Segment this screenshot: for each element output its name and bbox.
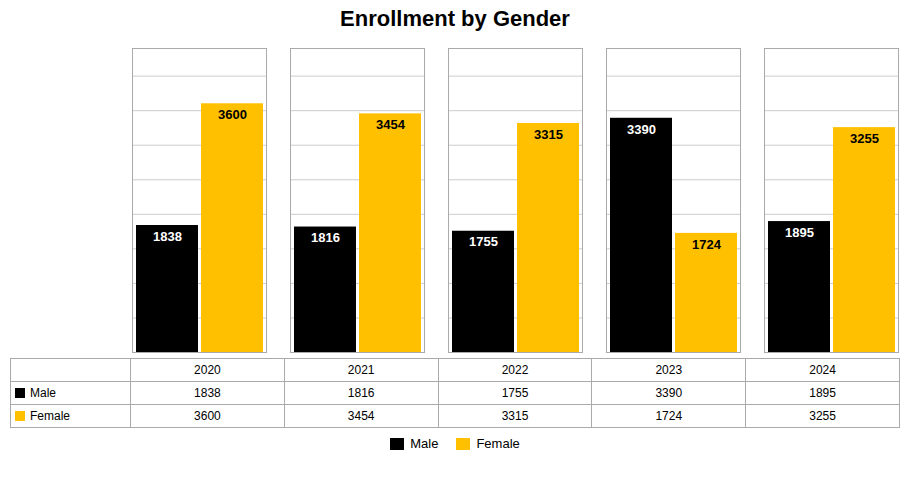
svg-text:1838: 1838 <box>153 229 182 244</box>
html-text:Female: Female <box>30 409 70 423</box>
html-text:1724: 1724 <box>655 409 683 423</box>
svg-text:3390: 3390 <box>627 122 656 137</box>
svg-text:3255: 3255 <box>850 131 879 146</box>
html-text:2023: 2023 <box>655 363 683 377</box>
html-text:1755: 1755 <box>501 386 529 400</box>
html-text:Enrollment by Gender: Enrollment by Gender <box>340 6 570 31</box>
svg-text:3600: 3600 <box>218 107 247 122</box>
html-text:2024: 2024 <box>809 363 836 377</box>
svg-text:1895: 1895 <box>785 225 814 240</box>
svg-text:1724: 1724 <box>692 237 722 252</box>
svg-text:3315: 3315 <box>534 127 563 142</box>
html-text:1838: 1838 <box>194 386 221 400</box>
html-text:2021: 2021 <box>347 363 375 377</box>
html-text:3600: 3600 <box>194 409 221 423</box>
html-text:Female: Female <box>476 436 520 451</box>
html-text:3454: 3454 <box>347 409 375 423</box>
svg-text:1816: 1816 <box>311 230 340 245</box>
html-text:2020: 2020 <box>194 363 221 377</box>
html-text:Male: Male <box>410 436 439 451</box>
html-text:Male: Male <box>30 386 56 400</box>
html-text:1895: 1895 <box>809 386 836 400</box>
svg-text:3454: 3454 <box>376 117 406 132</box>
html-text:3315: 3315 <box>501 409 529 423</box>
html-text:2022: 2022 <box>501 363 529 377</box>
svg-text:1755: 1755 <box>469 234 498 249</box>
html-text:1816: 1816 <box>347 386 375 400</box>
html-text:3390: 3390 <box>655 386 683 400</box>
html-text:3255: 3255 <box>809 409 836 423</box>
